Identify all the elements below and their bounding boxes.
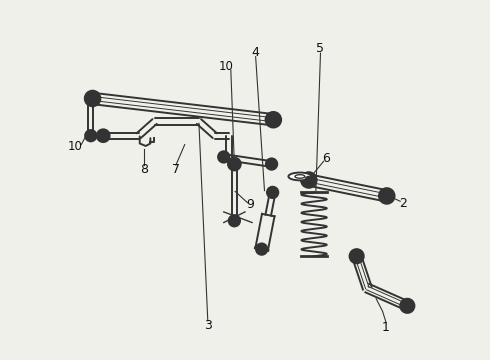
Circle shape (379, 188, 394, 204)
Circle shape (231, 161, 238, 167)
Circle shape (353, 253, 360, 260)
Circle shape (232, 162, 237, 167)
Circle shape (266, 112, 281, 127)
Circle shape (89, 95, 96, 102)
Circle shape (349, 249, 364, 263)
Circle shape (256, 243, 268, 255)
Circle shape (404, 302, 411, 309)
Circle shape (229, 215, 240, 226)
Ellipse shape (295, 175, 305, 178)
Circle shape (400, 299, 415, 313)
Circle shape (88, 96, 94, 101)
Circle shape (85, 91, 100, 106)
Text: 5: 5 (317, 42, 324, 55)
Circle shape (229, 158, 240, 170)
Text: 1: 1 (382, 321, 390, 334)
Circle shape (85, 130, 97, 141)
Text: 9: 9 (246, 198, 254, 211)
Circle shape (218, 151, 229, 163)
Text: 6: 6 (322, 152, 330, 165)
Circle shape (270, 190, 275, 195)
Text: 3: 3 (204, 319, 212, 332)
Circle shape (383, 193, 391, 199)
Circle shape (88, 133, 94, 138)
Circle shape (97, 129, 110, 142)
Circle shape (100, 132, 106, 139)
Circle shape (270, 116, 277, 123)
Circle shape (232, 218, 237, 223)
Circle shape (259, 246, 265, 252)
Circle shape (301, 172, 317, 188)
Circle shape (85, 93, 97, 104)
Ellipse shape (289, 172, 312, 180)
Circle shape (221, 154, 226, 159)
Text: 8: 8 (140, 163, 148, 176)
Text: 2: 2 (399, 197, 407, 210)
Text: 7: 7 (172, 163, 180, 176)
Text: 10: 10 (219, 60, 234, 73)
Text: 10: 10 (68, 140, 82, 153)
Text: 4: 4 (252, 46, 260, 59)
Circle shape (266, 158, 277, 170)
Circle shape (228, 158, 241, 170)
Circle shape (269, 162, 274, 167)
Circle shape (305, 176, 312, 184)
Circle shape (267, 187, 278, 198)
